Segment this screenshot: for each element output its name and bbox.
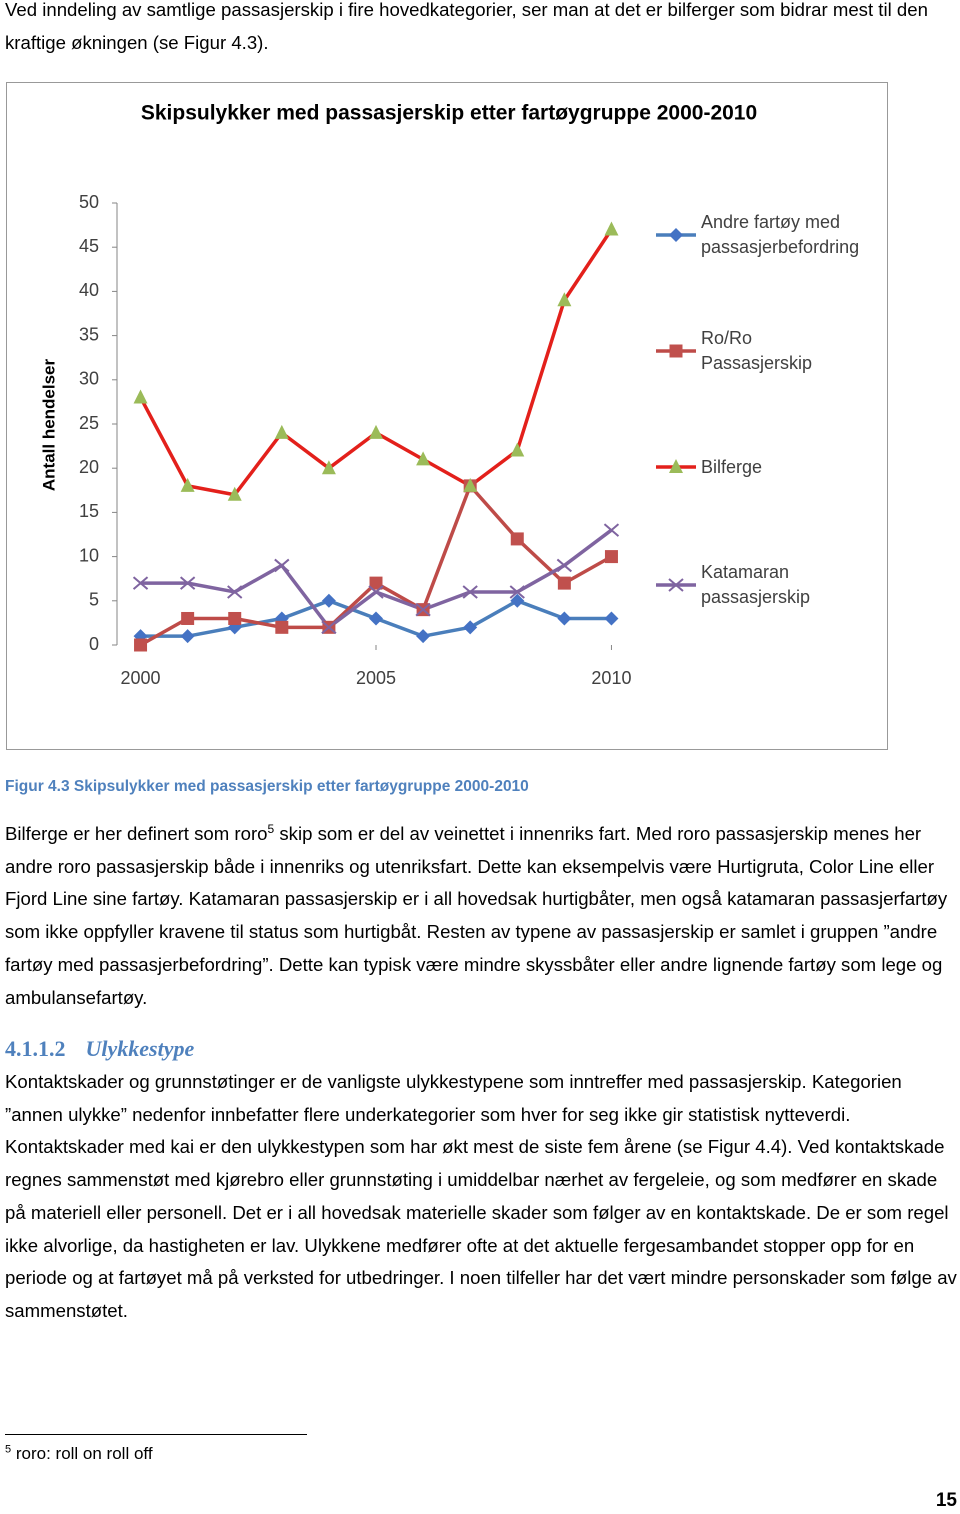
marker — [604, 611, 619, 626]
marker — [462, 585, 478, 599]
y-tick-label: 15 — [79, 501, 99, 521]
marker — [604, 550, 618, 564]
marker — [134, 638, 148, 652]
y-axis-label: Antall hendelser — [39, 358, 58, 491]
marker — [274, 558, 290, 573]
marker — [132, 576, 149, 590]
footnote-number: 5 — [5, 1443, 12, 1456]
marker — [369, 424, 383, 439]
marker — [604, 221, 619, 236]
marker — [669, 228, 683, 242]
marker — [369, 576, 383, 590]
legend-icon — [656, 228, 696, 242]
footnote-text: roro: roll on roll off — [15, 1444, 153, 1463]
marker — [557, 292, 572, 307]
legend-label: Ro/Ro Passasjerskip — [701, 328, 813, 373]
marker — [321, 460, 336, 475]
marker — [416, 451, 431, 466]
marker — [463, 620, 478, 635]
text: Bilferge er her definert som roro — [5, 823, 268, 844]
marker — [416, 629, 431, 644]
marker — [179, 576, 196, 590]
marker — [180, 629, 195, 644]
marker — [557, 611, 572, 626]
marker — [133, 389, 148, 404]
y-tick-label: 50 — [79, 192, 99, 212]
marker — [669, 459, 683, 473]
page-number: 15 — [935, 1490, 957, 1511]
marker — [227, 486, 242, 501]
section-heading: 4.1.1.2 Ulykkestype — [5, 1036, 194, 1062]
figure-caption: Figur 4.3 Skipsulykker med passasjerskip… — [5, 778, 529, 795]
paragraph: Kontaktskader og grunnstøtinger er de va… — [5, 1071, 957, 1321]
legend-item: Bilferge — [655, 455, 845, 480]
y-tick-label: 10 — [79, 545, 99, 565]
section-title: Ulykkestype — [85, 1036, 195, 1061]
chart-frame: Skipsulykker med passasjerskip etter far… — [6, 82, 888, 750]
x-tick-label: 2010 — [591, 668, 631, 688]
marker — [463, 477, 478, 492]
marker — [369, 611, 383, 626]
footnote-ref: 5 — [267, 821, 275, 836]
legend-label: Katamaran passasjerskip — [701, 562, 811, 607]
x-tick-label: 2005 — [356, 668, 396, 688]
marker — [603, 523, 620, 537]
legend-item: Ro/Ro Passasjerskip — [655, 326, 845, 376]
y-tick-label: 45 — [79, 236, 99, 256]
legend-item: Andre fartøy med passasjerbefordring — [655, 210, 859, 260]
legend-label: Bilferge — [701, 456, 763, 477]
marker — [181, 611, 195, 625]
legend-icon — [656, 578, 696, 592]
marker — [321, 620, 337, 635]
marker — [557, 576, 571, 590]
x-tick-label: 2000 — [121, 668, 161, 688]
marker — [510, 532, 524, 546]
marker — [415, 602, 431, 617]
footnote-separator — [5, 1434, 307, 1435]
paragraph: Ved inndeling av samtlige passasjerskip … — [5, 0, 928, 53]
marker — [368, 585, 384, 599]
chart-title: Skipsulykker med passasjerskip etter far… — [141, 102, 757, 125]
marker — [668, 578, 684, 592]
marker — [669, 344, 683, 358]
y-tick-label: 30 — [79, 369, 99, 389]
marker — [228, 611, 242, 625]
y-tick-label: 20 — [79, 457, 99, 477]
marker — [510, 442, 525, 457]
y-tick-label: 35 — [79, 324, 99, 344]
chart: Skipsulykker med passasjerskip etter far… — [39, 102, 757, 688]
marker — [275, 620, 289, 634]
marker — [321, 593, 336, 608]
section-number: 4.1.1.2 — [5, 1036, 66, 1061]
marker — [274, 424, 289, 439]
marker — [509, 585, 525, 599]
legend-label: Andre fartøy med passasjerbefordring — [701, 212, 860, 257]
series-line — [139, 228, 613, 497]
footnote: 5 roro: roll on roll off — [5, 1444, 153, 1464]
legend-icon — [656, 459, 696, 473]
marker — [227, 585, 243, 599]
paragraph: Bilferge er her definert som roro5 skip … — [5, 818, 957, 1014]
marker — [180, 477, 195, 492]
marker — [556, 558, 573, 573]
y-tick-label: 0 — [89, 634, 99, 654]
y-tick-label: 40 — [79, 280, 99, 300]
y-tick-label: 25 — [79, 413, 99, 433]
y-tick-label: 5 — [89, 590, 99, 610]
legend-icon — [656, 344, 696, 358]
text: skip som er del av veinettet i innenriks… — [5, 823, 948, 1008]
legend-item: Katamaran passasjerskip — [655, 560, 845, 610]
